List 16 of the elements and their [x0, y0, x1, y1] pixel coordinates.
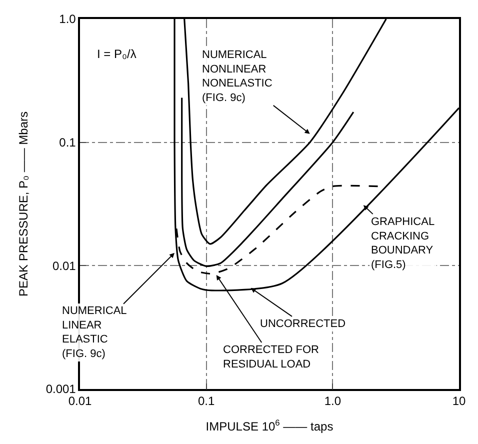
y-tick-label: 1.0 — [59, 12, 76, 26]
annotation: CORRECTED FOR RESIDUAL LOAD — [223, 344, 319, 370]
x-tick-label: 10 — [452, 394, 466, 408]
annotation: NUMERICAL LINEAR ELASTIC (FIG. 9c) — [62, 305, 127, 360]
y-axis-title: PEAK PRESSURE, P₀ —— Mbars — [16, 111, 31, 297]
x-axis-title: IMPULSE 10$^{6}$ —— taps — [206, 418, 334, 434]
y-tick-label: 0.01 — [52, 258, 76, 273]
x-tick-label: 0.1 — [198, 394, 215, 408]
annotation: NUMERICAL NONLINEAR NONELASTIC (FIG. 9c) — [202, 49, 272, 104]
annotation: UNCORRECTED — [260, 318, 346, 330]
x-tick-label: 1.0 — [324, 394, 342, 408]
y-tick-label: 0.1 — [59, 136, 76, 150]
annotation: GRAPHICAL CRACKING BOUNDARY (FIG.5) — [371, 216, 435, 271]
x-tick-label: 0.01 — [68, 394, 92, 408]
annotation: I = P₀/λ — [97, 47, 136, 61]
y-tick-label: 0.001 — [46, 382, 76, 396]
